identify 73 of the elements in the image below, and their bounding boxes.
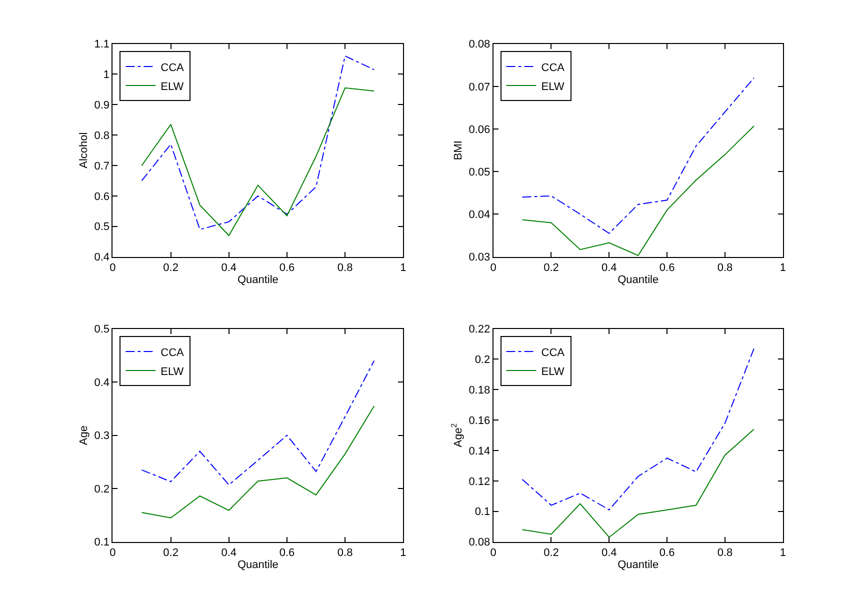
x-tick-label: 0.2 <box>544 547 559 559</box>
y-tick-label: 0.05 <box>468 166 490 178</box>
x-tick-label: 0.2 <box>163 262 178 274</box>
y-tick-label: 0.2 <box>474 354 490 366</box>
y-tick-label: 0.16 <box>468 414 490 427</box>
legend-label: CCA <box>541 346 566 359</box>
legend-label: CCA <box>160 346 185 359</box>
x-tick-label: 0.4 <box>221 547 237 559</box>
x-axis-title: Quantile <box>237 274 278 286</box>
legend-label: CCA <box>541 62 566 74</box>
x-tick-label: 0.8 <box>337 262 353 274</box>
legend-label: ELW <box>160 80 184 93</box>
y-tick-label: 0.04 <box>468 209 490 222</box>
y-tick-label: 0.9 <box>94 100 110 112</box>
legend-label: ELW <box>541 80 565 93</box>
x-axis-title: Quantile <box>618 559 659 572</box>
y-tick-label: 0.4 <box>94 252 110 264</box>
line-series <box>522 77 754 234</box>
x-tick-label: 0.2 <box>163 547 178 559</box>
x-tick-label: 1 <box>400 547 406 559</box>
x-tick-label: 0.8 <box>717 262 733 274</box>
y-tick-label: 0.03 <box>468 252 490 264</box>
x-tick-label: 1 <box>780 547 786 559</box>
y-tick-label: 0.12 <box>468 476 490 488</box>
line-series <box>141 406 375 518</box>
line-series <box>141 55 375 230</box>
y-tick-label: 0.08 <box>468 38 490 51</box>
legend-label: ELW <box>541 366 565 378</box>
x-tick-label: 0 <box>110 547 116 559</box>
line-series <box>522 126 754 256</box>
y-tick-label: 0.8 <box>94 130 110 142</box>
line-series <box>141 360 375 486</box>
x-tick-label: 0.4 <box>221 262 237 274</box>
x-tick-label: 0.6 <box>659 547 675 559</box>
x-tick-label: 1 <box>780 262 786 274</box>
x-tick-label: 0.8 <box>337 547 353 559</box>
x-tick-label: 0.4 <box>602 547 617 559</box>
x-tick-label: 0 <box>110 262 116 274</box>
y-tick-label: 0.1 <box>94 536 110 549</box>
y-tick-label: 1 <box>103 69 110 82</box>
y-tick-label: 0.07 <box>468 81 490 94</box>
y-axis-title: Alcohol <box>78 132 90 168</box>
y-tick-label: 0.4 <box>94 376 110 389</box>
y-tick-label: 0.18 <box>468 384 490 397</box>
y-tick-label: 0.7 <box>94 160 110 172</box>
y-tick-label: 0.06 <box>468 124 490 136</box>
x-tick-label: 0.6 <box>659 262 675 274</box>
y-tick-label: 0.3 <box>94 430 110 442</box>
x-tick-label: 0.4 <box>602 262 617 274</box>
y-tick-label: 1.1 <box>94 38 110 51</box>
y-tick-label: 0.6 <box>94 190 110 203</box>
y-axis-title: BMI <box>452 140 464 160</box>
legend-label: CCA <box>160 62 185 74</box>
y-tick-label: 0.5 <box>94 324 110 336</box>
y-tick-label: 0.08 <box>468 536 490 549</box>
x-tick-label: 0.6 <box>279 262 295 274</box>
y-tick-label: 0.2 <box>94 483 110 496</box>
x-tick-label: 0.2 <box>544 262 559 274</box>
x-tick-label: 0 <box>490 547 496 559</box>
y-tick-label: 0.1 <box>474 506 490 518</box>
line-series <box>522 428 754 538</box>
x-tick-label: 0.6 <box>279 547 295 559</box>
y-tick-label: 0.14 <box>468 445 490 458</box>
x-axis-title: Quantile <box>237 559 278 572</box>
y-tick-label: 0.5 <box>94 221 110 234</box>
line-series <box>522 348 754 510</box>
x-tick-label: 1 <box>400 262 406 274</box>
x-axis-title: Quantile <box>618 274 659 286</box>
x-tick-label: 0 <box>490 262 496 274</box>
y-axis-title: Age <box>78 426 90 446</box>
x-tick-label: 0.8 <box>717 547 733 559</box>
y-tick-label: 0.22 <box>468 324 490 336</box>
legend-label: ELW <box>160 366 184 378</box>
